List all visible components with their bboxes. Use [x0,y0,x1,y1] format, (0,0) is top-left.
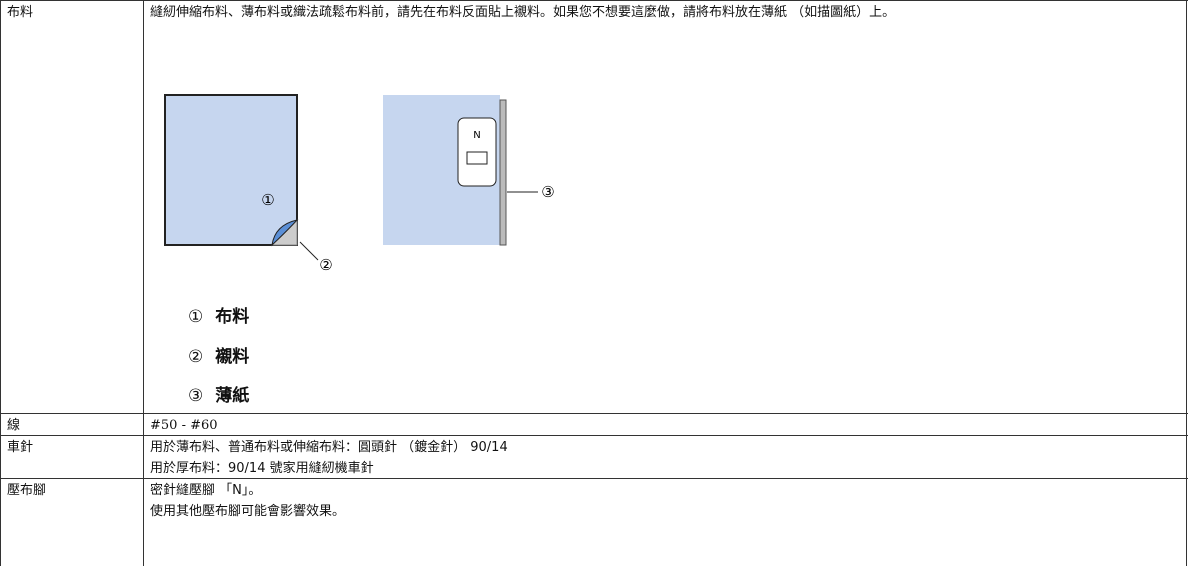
fold [271,219,299,247]
marker: ② [188,347,204,367]
rule [0,0,1188,1]
line: 用於厚布料：90/14 號家用縫紉機車針 [150,461,374,476]
row-body: 密針縫壓腳 「N」。 使用其他壓布腳可能會影響效果。 [144,479,1187,566]
legend-item: ① 布料 [188,302,249,327]
rule [0,478,1188,479]
line: 用於薄布料、普通布料或伸縮布料：圓頭針 （鍍金針） 90/14 [150,440,508,455]
line: 密針縫壓腳 「N」。 [150,483,262,498]
label: 車針 [7,440,34,455]
rule [0,413,1188,414]
callout: ③ [541,183,554,201]
row-body: 用於薄布料、普通布料或伸縮布料：圓頭針 （鍍金針） 90/14 用於厚布料：90… [144,436,1187,478]
figure: ① ② N ③ [164,94,555,274]
line: 使用其他壓布腳可能會影響效果。 [150,504,346,519]
paragraph: 縫紉伸縮布料、薄布料或織法疏鬆布料前，請先在布料反面貼上襯料。如果您不想要這麼做… [150,5,896,20]
marker: ③ [188,386,204,406]
row-label: 車針 [0,436,144,478]
rule [0,435,1188,436]
fabric [164,94,298,246]
label: 壓布腳 [7,483,47,498]
legend-item: ③ 薄紙 [188,381,249,406]
legend-text: 襯料 [215,347,250,367]
marker: ① [188,307,204,327]
legend-text: 薄紙 [215,386,250,406]
callout: ② [319,256,332,274]
leader [299,241,319,261]
row-label: 布料 [0,1,144,413]
legend-item: ② 襯料 [188,342,249,367]
callout: ① [261,191,274,209]
label: 布料 [7,5,34,20]
paper [499,99,507,246]
row-body: 縫紉伸縮布料、薄布料或織法疏鬆布料前，請先在布料反面貼上襯料。如果您不想要這麼做… [144,1,1187,413]
line: #50 - #60 [150,418,218,433]
label: 線 [7,418,21,433]
foot-label: N [473,130,480,141]
foot-part [466,151,488,165]
row-body: #50 - #60 [144,414,1187,435]
legend-text: 布料 [215,307,250,327]
row-label: 壓布腳 [0,479,144,566]
row-label: 線 [0,414,144,435]
